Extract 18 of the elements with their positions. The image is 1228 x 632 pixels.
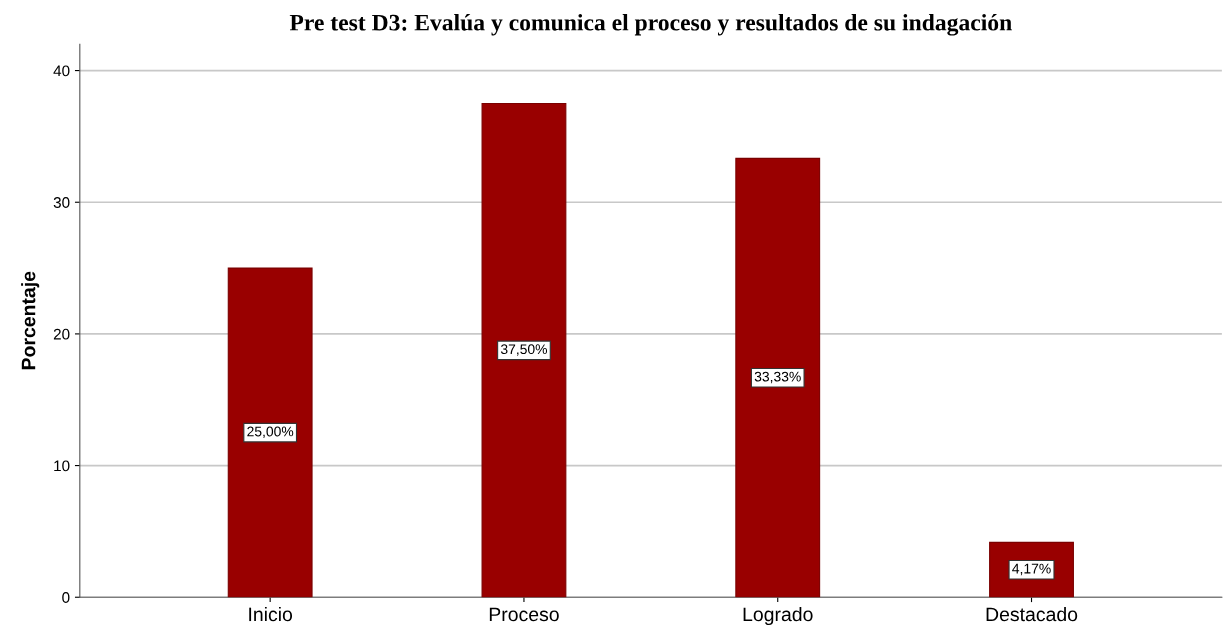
data-label: 25,00% bbox=[247, 426, 294, 439]
data-label: 4,17% bbox=[1012, 563, 1051, 576]
y-tick-label: 40 bbox=[53, 65, 70, 77]
x-tick-label: Destacado bbox=[986, 606, 1078, 622]
chart-title: Pre test D3: Evalúa y comunica el proceso y resultados de su indagación bbox=[289, 13, 1012, 36]
y-axis-title: Porcentaje bbox=[21, 271, 40, 370]
x-tick-label: Proceso bbox=[489, 607, 559, 622]
bar bbox=[481, 102, 567, 598]
y-tick-label: 10 bbox=[54, 460, 70, 472]
x-tick-label: Inicio bbox=[249, 606, 293, 622]
x-tick-label: Logrado bbox=[743, 606, 813, 626]
bar bbox=[227, 267, 313, 598]
bar bbox=[735, 157, 821, 598]
data-label: 37,50% bbox=[500, 344, 548, 356]
y-tick-label: 0 bbox=[62, 592, 70, 603]
y-tick-label: 30 bbox=[53, 197, 70, 208]
data-label: 33,33% bbox=[754, 371, 801, 384]
y-tick-label: 20 bbox=[53, 328, 70, 340]
